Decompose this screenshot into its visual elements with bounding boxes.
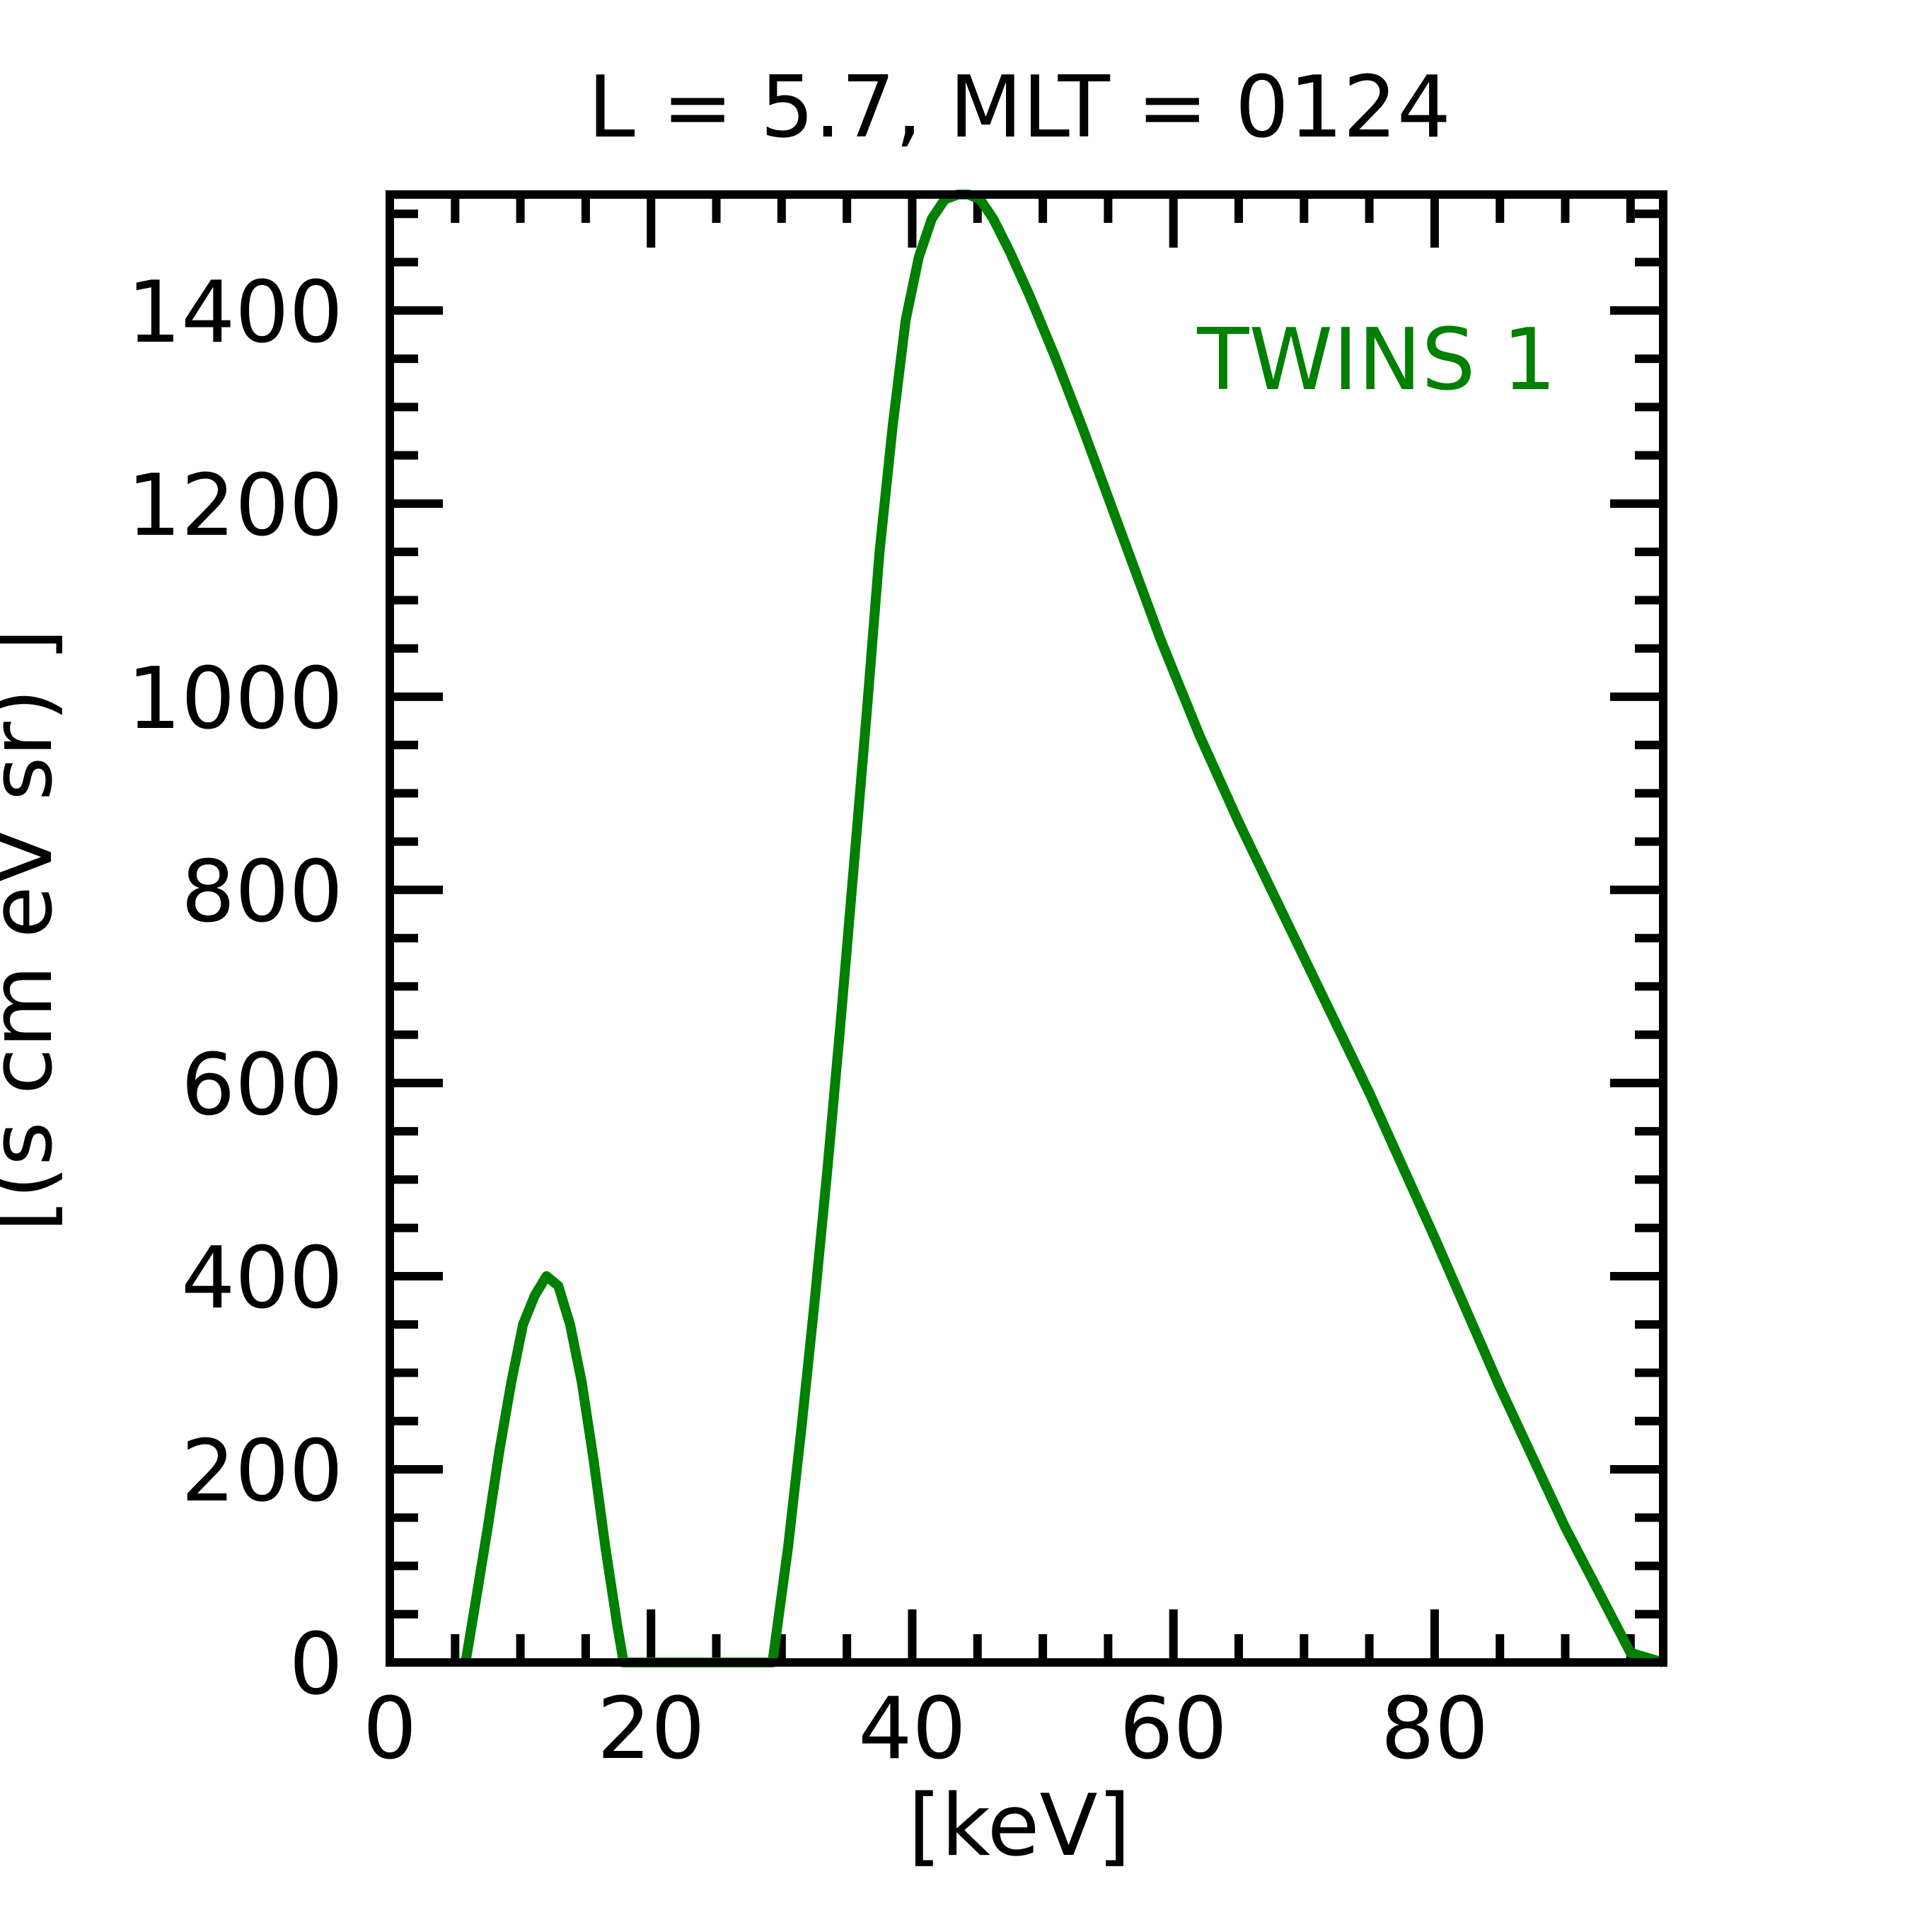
y-tick-label-600: 600 [181,1036,343,1135]
x-tick-label-40: 40 [858,1680,966,1778]
y-tick-label-200: 200 [181,1423,343,1521]
x-tick-label-80: 80 [1381,1680,1489,1778]
series-line-twins-1 [461,190,1665,1667]
x-tick-label-0: 0 [363,1680,417,1778]
axis-ticks [386,195,1663,1667]
y-tick-label-1000: 1000 [127,650,343,748]
y-axis-label: [(s cm eV sr) ] [0,628,71,1232]
x-tick-label-20: 20 [597,1680,705,1778]
y-tick-label-1400: 1400 [127,264,343,362]
y-tick-label-1200: 1200 [127,457,343,555]
legend-entry-twins-1: TWINS 1 [1196,311,1556,410]
plot-frame [386,190,1667,1667]
x-axis-label: [keV] [908,1777,1131,1875]
y-tick-label-400: 400 [181,1230,343,1328]
x-tick-label-60: 60 [1119,1680,1227,1778]
y-tick-label-800: 800 [181,843,343,942]
plot-series [461,190,1665,1667]
y-tick-label-0: 0 [289,1616,343,1714]
chart-title: L = 5.7, MLT = 0124 [588,59,1451,157]
